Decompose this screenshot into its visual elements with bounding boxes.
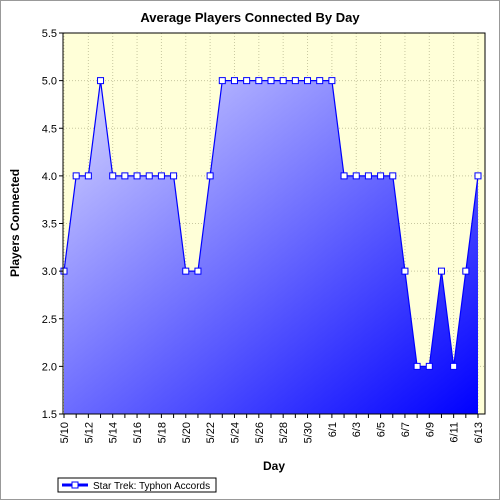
- series-markers: [60, 77, 482, 370]
- data-point: [84, 172, 92, 180]
- series-area-fill: [64, 80, 478, 414]
- data-point: [109, 172, 117, 180]
- y-tick-label: 3.0: [42, 266, 57, 278]
- data-point: [279, 77, 287, 85]
- data-point: [267, 77, 275, 85]
- x-tick-label: 5/16: [132, 422, 144, 443]
- y-tick-label: 2.0: [42, 361, 57, 373]
- data-point: [340, 172, 348, 180]
- x-tick-label: 6/11: [449, 422, 461, 443]
- x-tick-label: 6/13: [473, 422, 485, 443]
- data-point: [291, 77, 299, 85]
- data-point: [206, 172, 214, 180]
- x-tick-label: 5/22: [205, 422, 217, 443]
- x-tick-label: 6/1: [327, 422, 339, 437]
- y-tick-label: 4.0: [42, 171, 57, 183]
- x-tick-label: 5/12: [83, 422, 95, 443]
- y-tick-label: 2.5: [42, 314, 57, 326]
- data-point: [157, 172, 165, 180]
- x-tick-label: 6/3: [351, 422, 363, 437]
- x-tick-label: 5/24: [229, 422, 241, 443]
- data-point: [352, 172, 360, 180]
- data-point: [474, 172, 482, 180]
- data-point: [413, 362, 421, 370]
- x-axis-title: Day: [263, 459, 285, 473]
- x-tick-label: 6/9: [424, 422, 436, 437]
- y-tick-label: 1.5: [42, 409, 57, 421]
- data-point: [72, 172, 80, 180]
- data-point: [170, 172, 178, 180]
- data-point: [437, 267, 445, 275]
- data-point: [401, 267, 409, 275]
- data-point: [462, 267, 470, 275]
- data-point: [182, 267, 190, 275]
- x-tick-label: 5/30: [303, 422, 315, 443]
- x-tick-label: 5/28: [278, 422, 290, 443]
- x-tick-label: 5/26: [254, 422, 266, 443]
- data-point: [255, 77, 263, 85]
- x-tick-label: 6/5: [376, 422, 388, 437]
- data-point: [364, 172, 372, 180]
- data-point: [218, 77, 226, 85]
- data-point: [243, 77, 251, 85]
- y-axis-title: Players Connected: [8, 169, 22, 277]
- x-tick-label: 5/14: [108, 422, 120, 443]
- data-point: [377, 172, 385, 180]
- x-axis-ticks: 5/10 5/12 5/14 5/16 5/18 5/20 5/22 5/24 5/26 5/28…: [59, 414, 485, 443]
- y-tick-label: 5.0: [42, 76, 57, 88]
- y-axis-ticks: 1.5 2.0 2.5 3.0 3.5 4.0 4.5 5.0 5.5: [42, 28, 63, 421]
- x-tick-label: 5/20: [181, 422, 193, 443]
- data-point: [328, 77, 336, 85]
- x-tick-label: 5/10: [59, 422, 71, 443]
- data-point: [133, 172, 141, 180]
- y-tick-label: 5.5: [42, 28, 57, 40]
- legend-label: Star Trek: Typhon Accords: [93, 481, 210, 492]
- legend-box: [57, 477, 217, 493]
- data-point: [194, 267, 202, 275]
- y-tick-label: 4.5: [42, 123, 57, 135]
- x-tick-label: 6/7: [400, 422, 412, 437]
- data-point: [389, 172, 397, 180]
- data-point: [304, 77, 312, 85]
- legend-marker-swatch: [71, 481, 79, 489]
- x-tick-label: 5/18: [156, 422, 168, 443]
- data-point: [230, 77, 238, 85]
- legend: Star Trek: Typhon Accords: [57, 477, 217, 493]
- data-point: [97, 77, 105, 85]
- data-point: [316, 77, 324, 85]
- data-point: [121, 172, 129, 180]
- data-point: [145, 172, 153, 180]
- data-point: [450, 362, 458, 370]
- data-point: [425, 362, 433, 370]
- chart-title: Average Players Connected By Day: [140, 10, 360, 25]
- y-tick-label: 3.5: [42, 219, 57, 231]
